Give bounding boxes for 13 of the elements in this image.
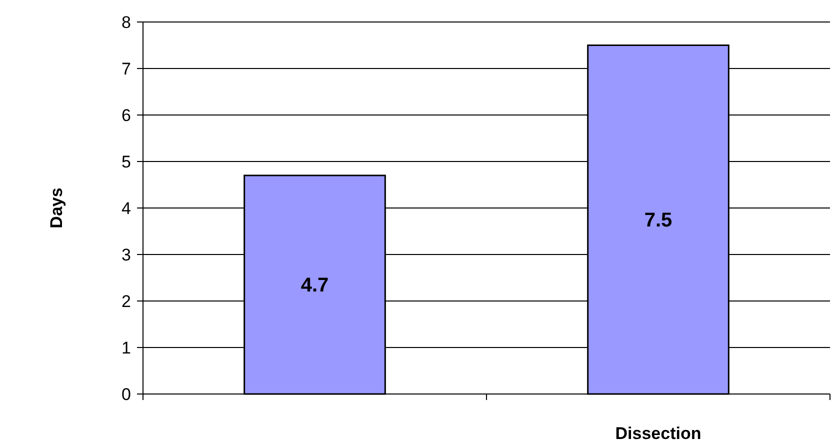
y-tick-label: 6 bbox=[122, 106, 131, 125]
x-tick-label: Dissection bbox=[615, 424, 702, 443]
y-tick-label: 7 bbox=[122, 60, 131, 78]
y-tick-label: 4 bbox=[122, 199, 131, 218]
data-label: 7.5 bbox=[644, 210, 672, 232]
y-tick-label: 3 bbox=[122, 246, 131, 264]
y-tick-label: 8 bbox=[122, 13, 131, 32]
y-tick-label: 2 bbox=[122, 292, 131, 311]
y-axis-title: Days bbox=[47, 188, 66, 228]
y-tick-label: 5 bbox=[122, 152, 131, 172]
y-tick-label: 1 bbox=[122, 338, 131, 358]
data-label: 4.7 bbox=[300, 274, 329, 297]
y-tick-label: 0 bbox=[122, 385, 131, 404]
